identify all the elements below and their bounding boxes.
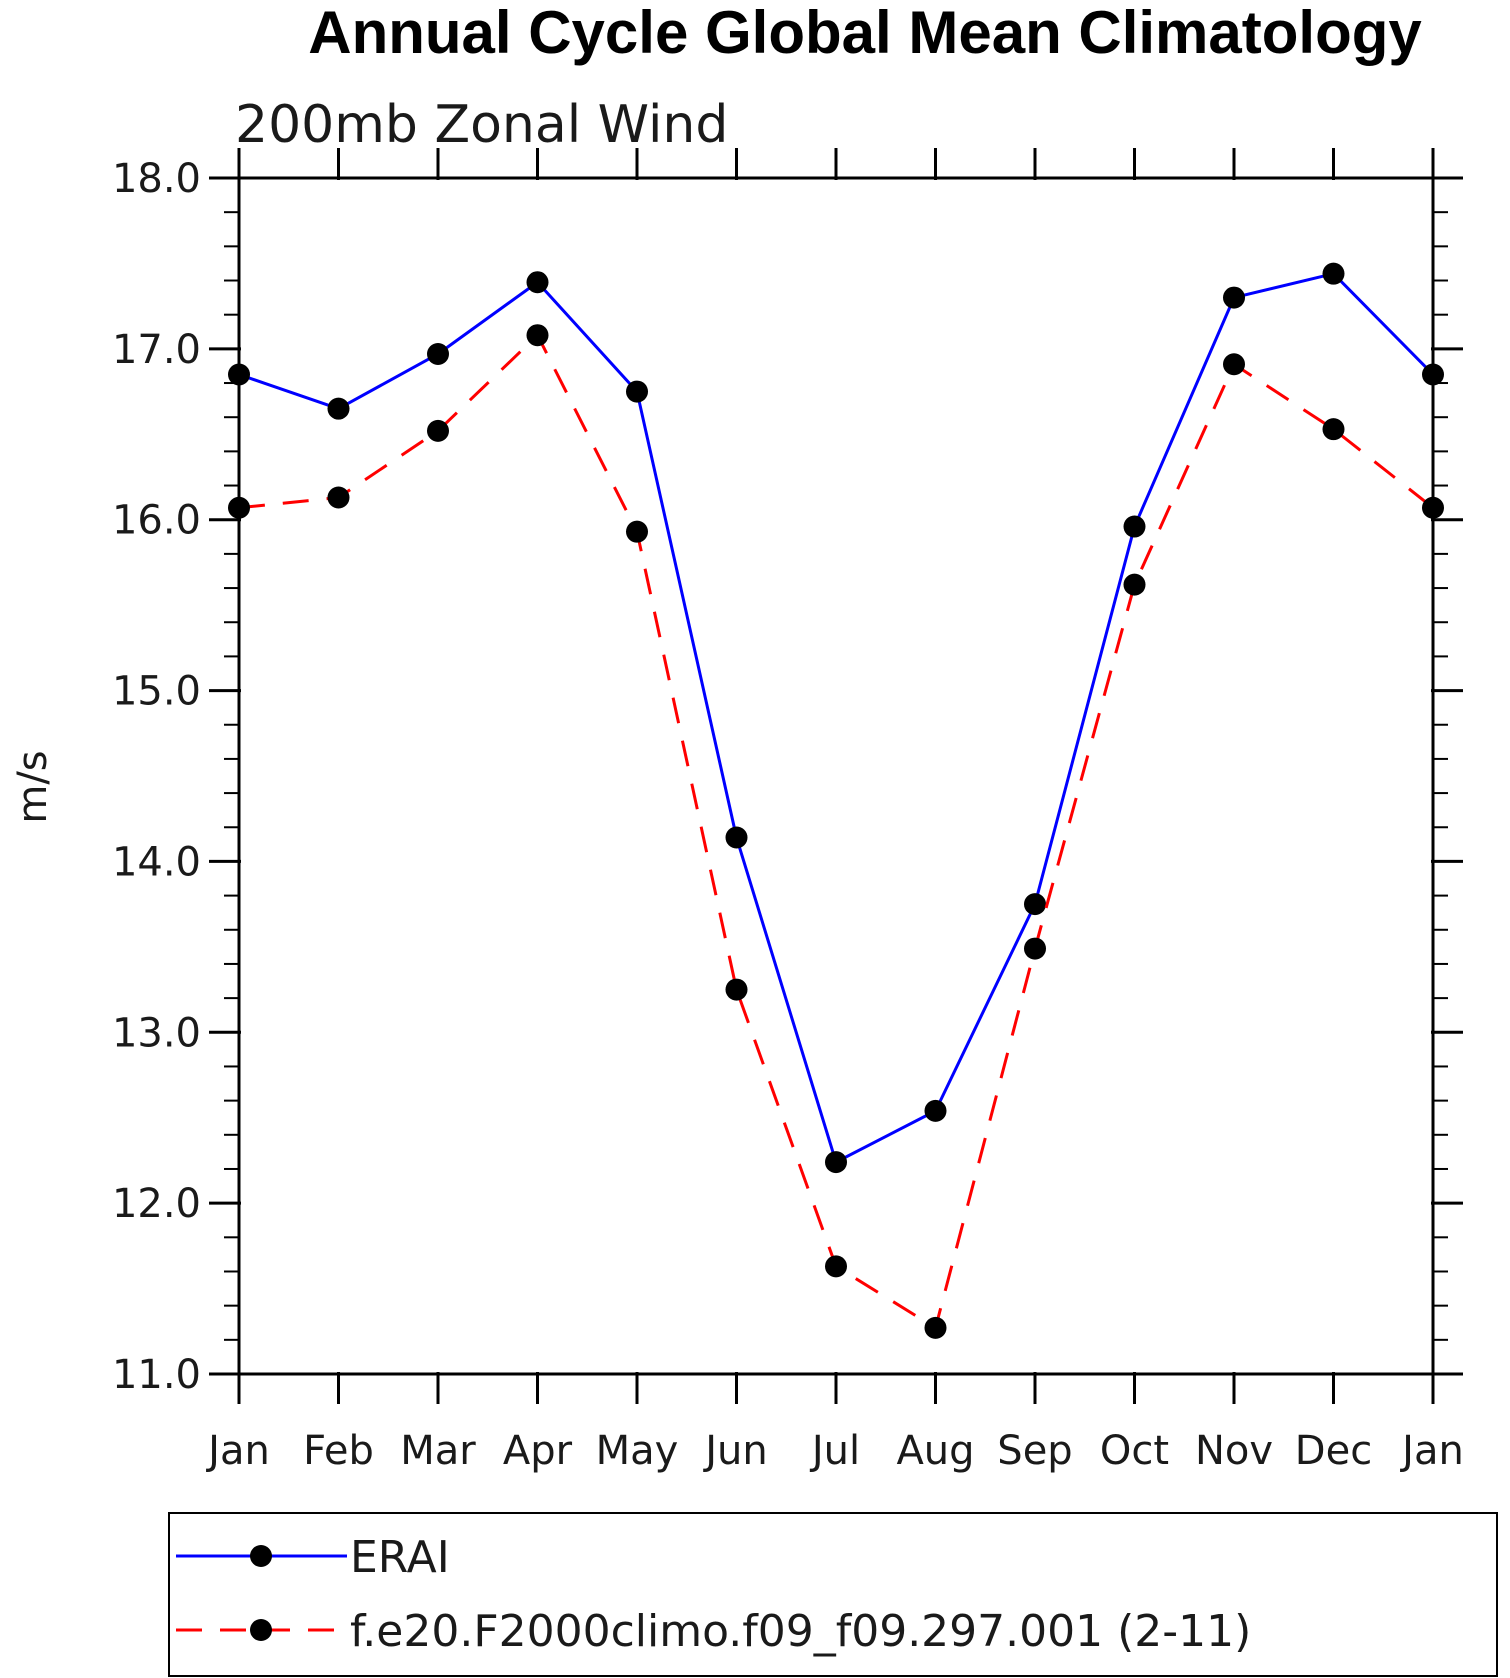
data-point xyxy=(526,271,549,294)
y-tick-label: 16.0 xyxy=(112,498,201,544)
series-line xyxy=(238,272,1435,1164)
data-point xyxy=(924,1316,947,1339)
chart-title: Annual Cycle Global Mean Climatology xyxy=(308,0,1422,66)
x-tick-label: Feb xyxy=(303,1428,374,1474)
x-tick-label: May xyxy=(596,1428,679,1474)
data-point xyxy=(327,486,350,509)
x-tick-labels: Jan Feb Mar Apr May Jun Jul Aug Sep Oct Nov Dec Jan xyxy=(205,1428,1464,1474)
x-tick-label: Apr xyxy=(503,1428,573,1474)
data-point xyxy=(427,342,449,365)
y-tick-label: 17.0 xyxy=(112,327,201,373)
data-point xyxy=(1123,515,1146,538)
y-tick-label: 14.0 xyxy=(112,839,201,885)
data-point xyxy=(526,324,549,347)
legend-marker-erai xyxy=(250,1545,272,1567)
legend-label-erai: ERAI xyxy=(350,1532,450,1583)
x-tick-label: Jan xyxy=(1399,1428,1464,1474)
y-tick-label: 12.0 xyxy=(112,1181,201,1227)
legend: ERAI f.e20.F2000climo.f09_f09.297.001 (2… xyxy=(168,1512,1498,1677)
data-point xyxy=(1422,363,1444,386)
x-tick-label: Aug xyxy=(896,1428,974,1474)
legend-box xyxy=(168,1512,1498,1677)
x-tick-label: Jan xyxy=(205,1428,270,1474)
data-point xyxy=(626,520,648,543)
y-tick-label: 11.0 xyxy=(112,1352,201,1398)
data-point xyxy=(327,397,350,420)
chart-subtitle: 200mb Zonal Wind xyxy=(235,95,728,155)
data-point xyxy=(1322,262,1345,285)
x-tick-label: Sep xyxy=(997,1428,1072,1474)
y-tick-label: 13.0 xyxy=(112,1010,201,1056)
plot-frame xyxy=(237,176,1435,1376)
y-tick-labels: 11.0 12.0 13.0 14.0 15.0 16.0 17.0 18.0 xyxy=(112,156,201,1398)
data-point xyxy=(626,380,648,403)
data-point xyxy=(228,496,250,519)
data-point xyxy=(1024,893,1046,916)
data-point xyxy=(1322,418,1345,441)
x-tick-label: Dec xyxy=(1295,1428,1372,1474)
y-tick-label: 18.0 xyxy=(112,156,201,202)
data-point xyxy=(1024,937,1046,960)
legend-marker-model xyxy=(250,1619,272,1641)
data-point xyxy=(725,826,748,849)
y-axis-label: m/s xyxy=(10,750,56,823)
x-tick-label: Mar xyxy=(400,1428,476,1474)
data-point xyxy=(924,1099,947,1122)
data-point xyxy=(825,1255,847,1278)
y-tick-label: 15.0 xyxy=(112,669,201,715)
data-point xyxy=(1223,286,1245,309)
data-point xyxy=(1123,573,1146,596)
data-point xyxy=(228,363,250,386)
x-tick-label: Oct xyxy=(1100,1428,1169,1474)
x-tick-label: Jun xyxy=(702,1428,768,1474)
series-0 xyxy=(228,262,1444,1174)
data-point xyxy=(1223,353,1245,376)
x-tick-label: Nov xyxy=(1195,1428,1273,1474)
data-point xyxy=(1422,496,1444,519)
axis-ticks xyxy=(209,148,1463,1404)
x-tick-label: Jul xyxy=(809,1428,860,1474)
data-point xyxy=(725,978,748,1001)
series-1 xyxy=(228,324,1444,1339)
legend-label-model: f.e20.F2000climo.f09_f09.297.001 (2-11) xyxy=(350,1606,1251,1657)
data-point xyxy=(825,1151,847,1174)
series-line xyxy=(238,333,1434,1330)
series-layer xyxy=(228,262,1444,1339)
data-point xyxy=(427,419,449,442)
